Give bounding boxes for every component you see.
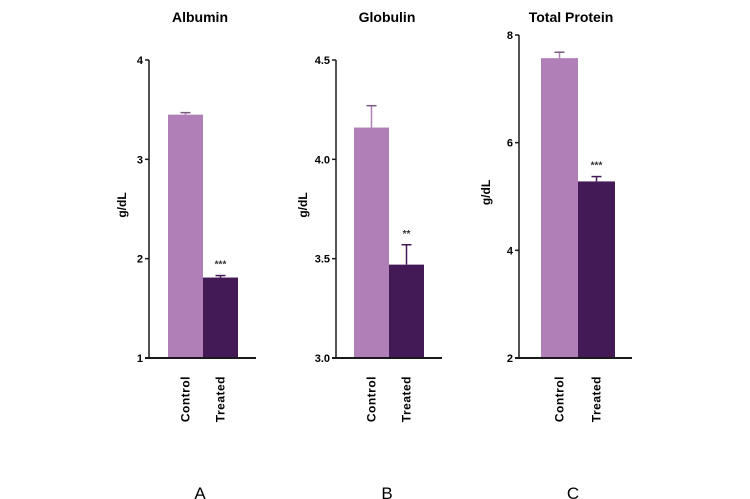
y-tick-label: 4 <box>507 245 514 257</box>
y-tick-label: 4.5 <box>315 55 330 67</box>
chart-panel-a: Albumin Control *** Treated 1 2 3 4 g/dL A <box>115 9 256 499</box>
y-axis-label: g/dL <box>479 180 493 205</box>
y-axis-label: g/dL <box>296 192 310 217</box>
category-label: Treated <box>590 376 604 422</box>
chart-title: Total Protein <box>529 9 614 25</box>
y-tick-label: 4 <box>137 55 144 67</box>
category-label: Control <box>365 376 379 422</box>
category-label: Control <box>553 376 567 422</box>
chart-panel-c: Total Protein Control *** Treated 2 4 6 8 g/dL C <box>479 9 632 499</box>
y-tick-label: 2 <box>507 353 513 365</box>
category-label: Control <box>179 376 193 422</box>
bar-control <box>354 127 389 359</box>
panel-label: A <box>194 484 206 499</box>
bar-treated <box>389 264 424 358</box>
y-tick-label: 3 <box>137 154 143 166</box>
chart-panel-b: Globulin Control ** Treated 3.0 3.5 4.0 4.5 g/dL… <box>296 9 442 499</box>
bar-treated <box>578 181 615 358</box>
chart-title: Globulin <box>359 9 416 25</box>
y-tick-label: 6 <box>507 138 513 150</box>
y-tick-label: 4.0 <box>315 154 330 166</box>
category-label: Treated <box>214 376 228 422</box>
y-tick-label: 1 <box>137 353 143 365</box>
y-tick-label: 3.5 <box>315 254 330 266</box>
chart-title: Albumin <box>172 9 228 25</box>
y-tick-label: 2 <box>137 254 143 266</box>
y-tick-label: 8 <box>507 30 513 42</box>
bar-control <box>168 114 203 358</box>
bar-control <box>541 58 578 358</box>
y-tick-label: 3.0 <box>315 353 330 365</box>
significance-marker: *** <box>215 260 227 271</box>
category-label: Treated <box>400 376 414 422</box>
panel-label: B <box>381 484 392 499</box>
significance-marker: *** <box>591 161 603 172</box>
significance-marker: ** <box>403 229 411 240</box>
y-axis-label: g/dL <box>115 192 129 217</box>
panel-label: C <box>567 484 579 499</box>
bar-treated <box>203 277 238 358</box>
